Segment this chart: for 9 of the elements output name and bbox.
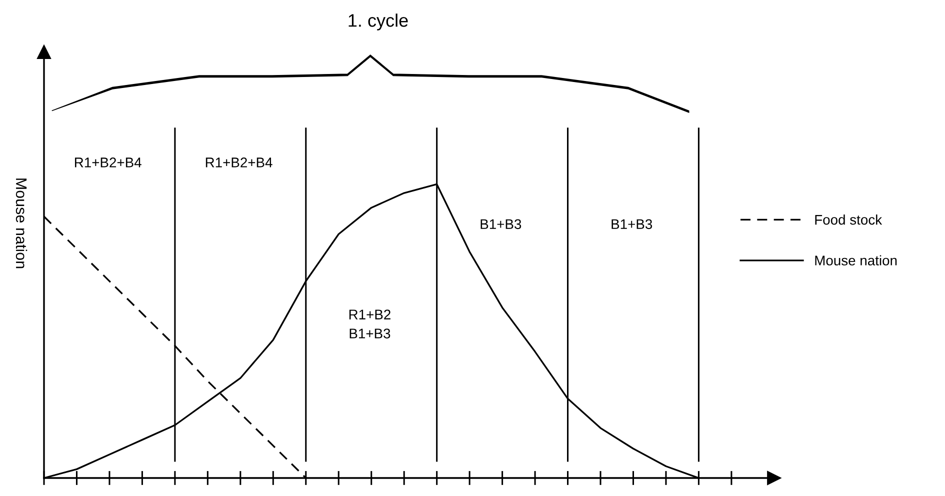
legend-label: Mouse nation: [815, 255, 897, 266]
text: R1+B2+B4: [206, 158, 272, 168]
legend-label: Food stock: [815, 214, 882, 225]
y-axis-title: Mouse nation: [16, 178, 28, 268]
annotation: B1+B3: [480, 219, 522, 230]
text: R1+B2+B4: [74, 158, 142, 168]
chart-title: 1. cycle: [348, 14, 408, 30]
annotation: R1+B2 B1+B3: [349, 310, 390, 338]
annotation: B1+B3: [612, 219, 652, 230]
